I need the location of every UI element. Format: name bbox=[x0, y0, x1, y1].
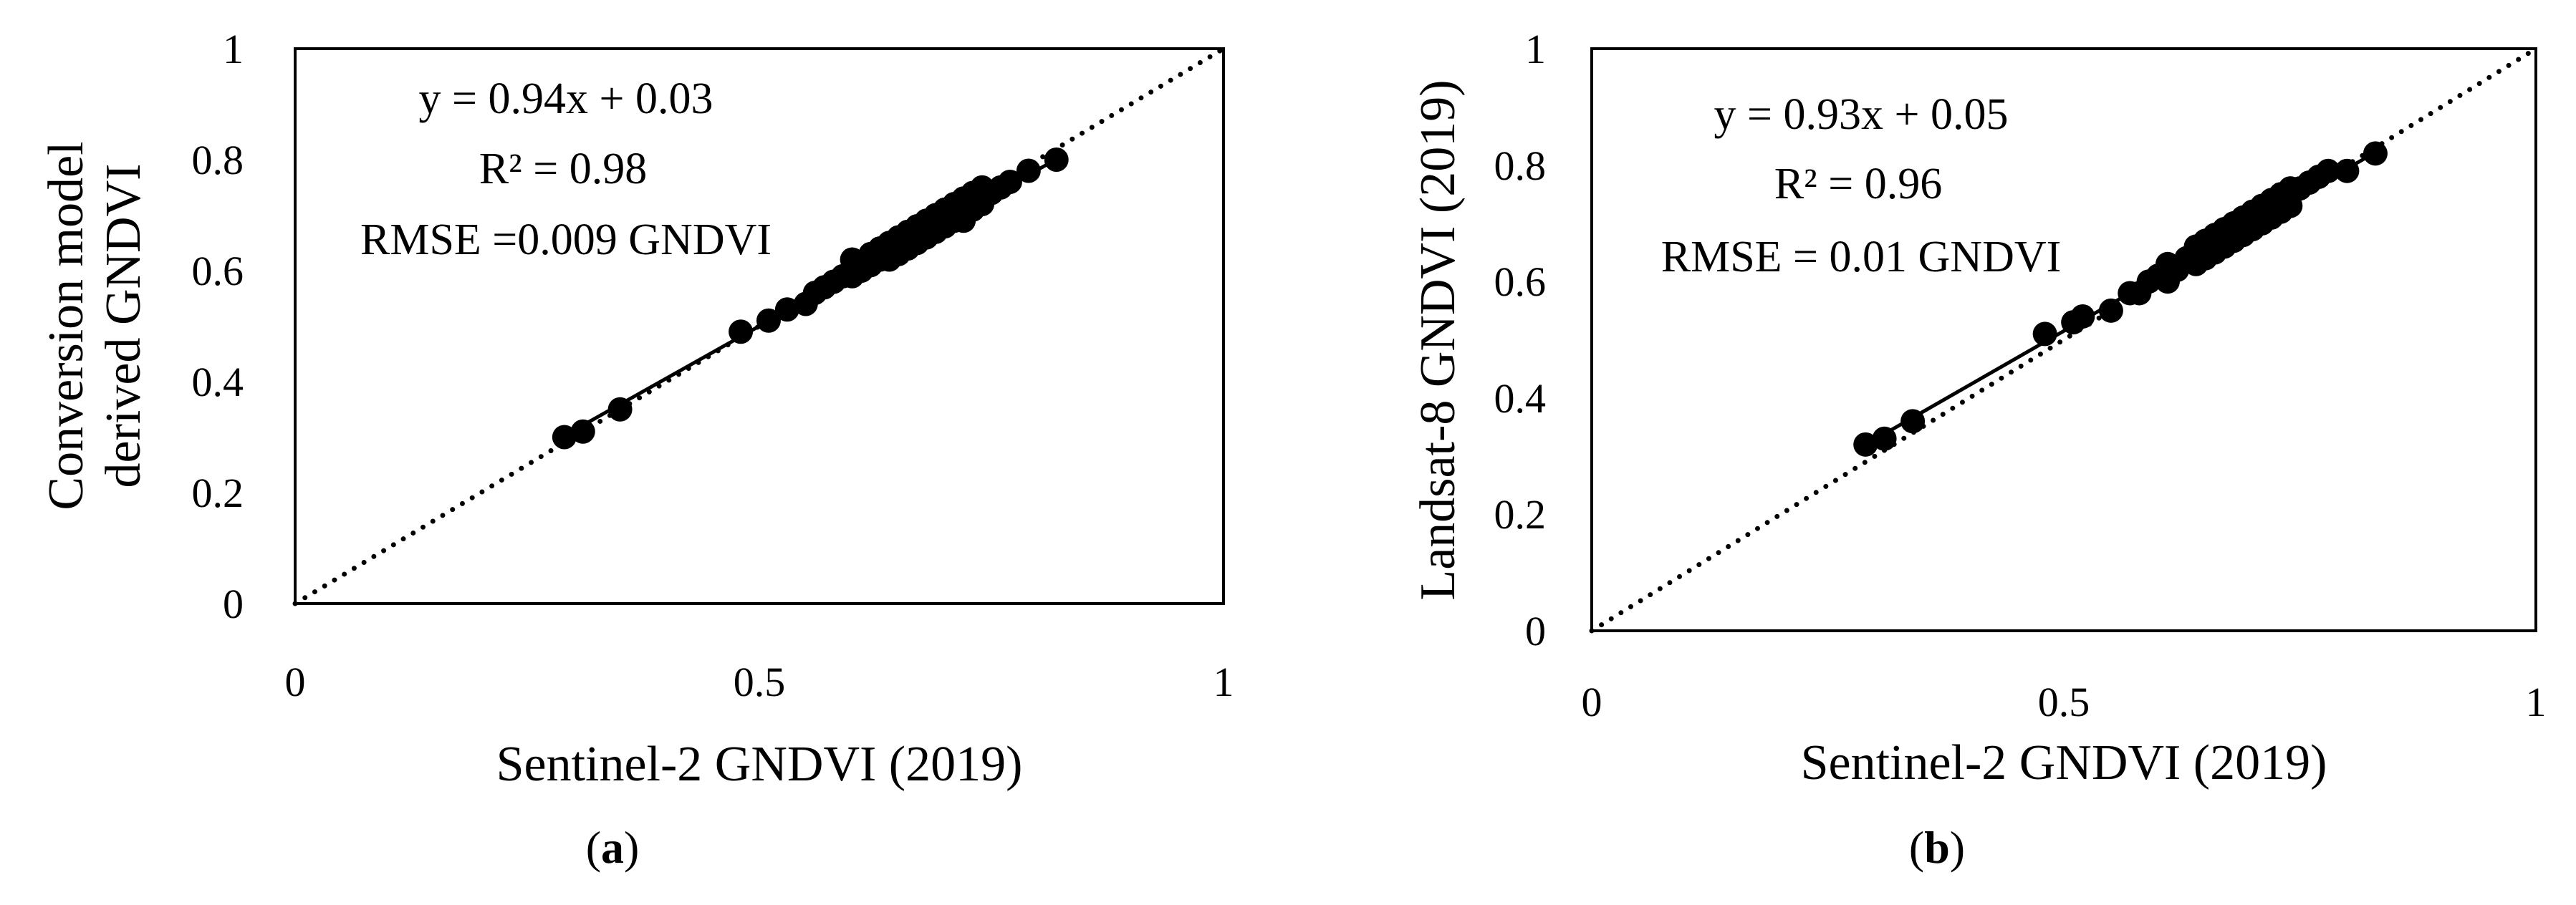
y-axis-label-line-1: Landsat-8 GNDVI (2019) bbox=[1410, 79, 1466, 600]
y-tick-labels: 0 0.2 0.4 0.6 0.8 1 bbox=[1494, 26, 1547, 654]
x-axis-label: Sentinel-2 GNDVI (2019) bbox=[1801, 735, 2327, 790]
data-point bbox=[2070, 304, 2095, 329]
chart-panel-a: 0 0.2 0.4 0.6 0.8 1 0 0.5 1 y = 0.94x + … bbox=[39, 26, 1234, 873]
x-tick-label: 1 bbox=[2526, 679, 2547, 725]
data-point bbox=[2335, 158, 2360, 183]
data-point bbox=[997, 170, 1022, 194]
one-to-one-line bbox=[1589, 46, 2539, 634]
panel-label-a: (a) bbox=[586, 822, 640, 873]
chart-panel-b: 0 0.2 0.4 0.6 0.8 1 0 0.5 1 y = 0.93x + … bbox=[1410, 26, 2547, 873]
r-squared-label: R² = 0.96 bbox=[1774, 160, 1942, 208]
equation-label: y = 0.94x + 0.03 bbox=[419, 74, 713, 123]
y-tick-label: 0.2 bbox=[192, 470, 244, 516]
data-point bbox=[570, 419, 595, 444]
x-tick-label: 0.5 bbox=[734, 659, 786, 705]
data-point bbox=[607, 397, 633, 422]
data-point bbox=[1872, 426, 1897, 451]
y-tick-label: 1 bbox=[223, 26, 244, 72]
x-tick-label: 0 bbox=[285, 659, 306, 705]
y-tick-label: 0.6 bbox=[1494, 258, 1547, 305]
data-point bbox=[756, 308, 781, 333]
panel-label-b: (b) bbox=[1909, 822, 1965, 873]
data-point bbox=[1016, 158, 1041, 183]
x-tick-label: 0.5 bbox=[2038, 679, 2090, 725]
data-point bbox=[2316, 158, 2341, 183]
y-tick-label: 0 bbox=[1525, 608, 1546, 654]
y-tick-label: 0.4 bbox=[1494, 375, 1547, 422]
data-point bbox=[2363, 141, 2388, 166]
y-tick-label: 0.2 bbox=[1494, 491, 1547, 538]
x-tick-labels: 0 0.5 1 bbox=[285, 659, 1234, 705]
y-tick-label: 1 bbox=[1525, 26, 1546, 72]
data-point bbox=[1853, 432, 1878, 457]
y-tick-label: 0.6 bbox=[192, 248, 244, 294]
y-axis-label-line-1: Conversion model bbox=[39, 141, 94, 510]
y-axis-label: Landsat-8 GNDVI (2019) bbox=[1410, 79, 1466, 600]
data-point bbox=[774, 297, 799, 322]
data-point bbox=[1900, 409, 1926, 434]
y-axis-label-line-2: derived GNDVI bbox=[96, 164, 151, 488]
x-tick-label: 0 bbox=[1582, 679, 1602, 725]
plot-area bbox=[1589, 46, 2539, 634]
fit-annotations: y = 0.93x + 0.05 R² = 0.96 RMSE = 0.01 G… bbox=[1661, 90, 2062, 281]
data-point bbox=[2098, 298, 2123, 323]
data-point bbox=[552, 425, 577, 450]
y-tick-label: 0.8 bbox=[1494, 142, 1547, 189]
plot-frame bbox=[294, 47, 1225, 605]
x-axis-label: Sentinel-2 GNDVI (2019) bbox=[496, 737, 1023, 792]
r-squared-label: R² = 0.98 bbox=[479, 145, 647, 193]
plot-area bbox=[292, 46, 1226, 606]
fit-annotations: y = 0.94x + 0.03 R² = 0.98 RMSE =0.009 G… bbox=[360, 74, 772, 264]
x-tick-label: 1 bbox=[1213, 659, 1234, 705]
data-point bbox=[729, 319, 754, 344]
y-axis-label: Conversion model derived GNDVI bbox=[39, 141, 151, 510]
x-tick-labels: 0 0.5 1 bbox=[1582, 679, 2547, 725]
y-tick-labels: 0 0.2 0.4 0.6 0.8 1 bbox=[192, 26, 244, 627]
equation-label: y = 0.93x + 0.05 bbox=[1714, 90, 2009, 139]
data-point bbox=[1044, 147, 1069, 172]
rmse-label: RMSE =0.009 GNDVI bbox=[360, 216, 772, 264]
plot-frame bbox=[1590, 47, 2537, 632]
y-tick-label: 0.4 bbox=[192, 359, 244, 405]
data-point bbox=[2032, 321, 2057, 347]
y-tick-label: 0.8 bbox=[192, 137, 244, 183]
rmse-label: RMSE = 0.01 GNDVI bbox=[1661, 233, 2062, 281]
y-tick-label: 0 bbox=[223, 581, 244, 627]
